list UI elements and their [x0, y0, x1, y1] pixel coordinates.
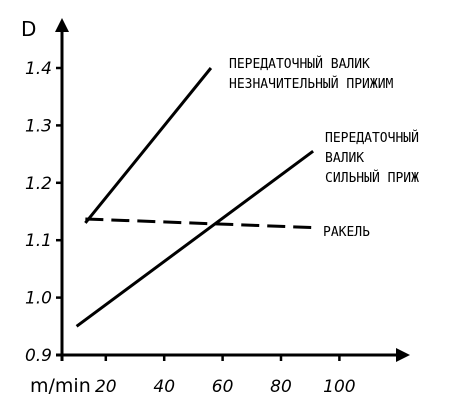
series-label-2: ПЕРЕДАТОЧНЫЙ: [325, 130, 419, 146]
series-label-1: НЕЗНАЧИТЕЛЬНЫЙ ПРИЖИМ: [229, 76, 394, 92]
x-tick-label: 100: [323, 377, 355, 397]
x-tick-label: 20: [95, 377, 117, 397]
annotations: ПЕРЕДАТОЧНЫЙ ВАЛИК НЕЗНАЧИТЕЛЬНЫЙ ПРИЖИМ П…: [229, 56, 419, 240]
series-lines: [75, 67, 315, 328]
y-tick-label: 1.1: [25, 231, 52, 251]
x-tick-label: 40: [153, 377, 175, 397]
series-line-1: [84, 67, 213, 224]
y-axis-title: D: [21, 17, 36, 41]
y-tick-label: 1.2: [25, 174, 52, 194]
series-label-3: РАКЕЛЬ: [323, 225, 370, 240]
y-tick-label: 0.9: [25, 346, 52, 366]
x-tick-label: 60: [212, 377, 234, 397]
y-tick-label: 1.0: [25, 289, 52, 309]
y-tick-label: 1.3: [25, 116, 52, 136]
y-tick-label: 1.4: [25, 59, 52, 79]
x-axis-arrow: [396, 348, 410, 362]
axes: [55, 18, 410, 362]
y-axis-arrow: [55, 18, 69, 32]
x-tick-label: 80: [270, 377, 292, 397]
x-axis-title: m/min: [30, 375, 91, 397]
series-label-2: СИЛЬНЫЙ ПРИЖ: [325, 170, 419, 186]
series-label-2: ВАЛИК: [325, 151, 364, 166]
series-line-3: [85, 217, 314, 230]
series-label-1: ПЕРЕДАТОЧНЫЙ ВАЛИК: [229, 56, 370, 72]
series-line-2: [75, 150, 315, 328]
ticks: 0.9 1.0 1.1 1.2 1.3 1.4 20 40 60 80 100: [25, 59, 356, 397]
